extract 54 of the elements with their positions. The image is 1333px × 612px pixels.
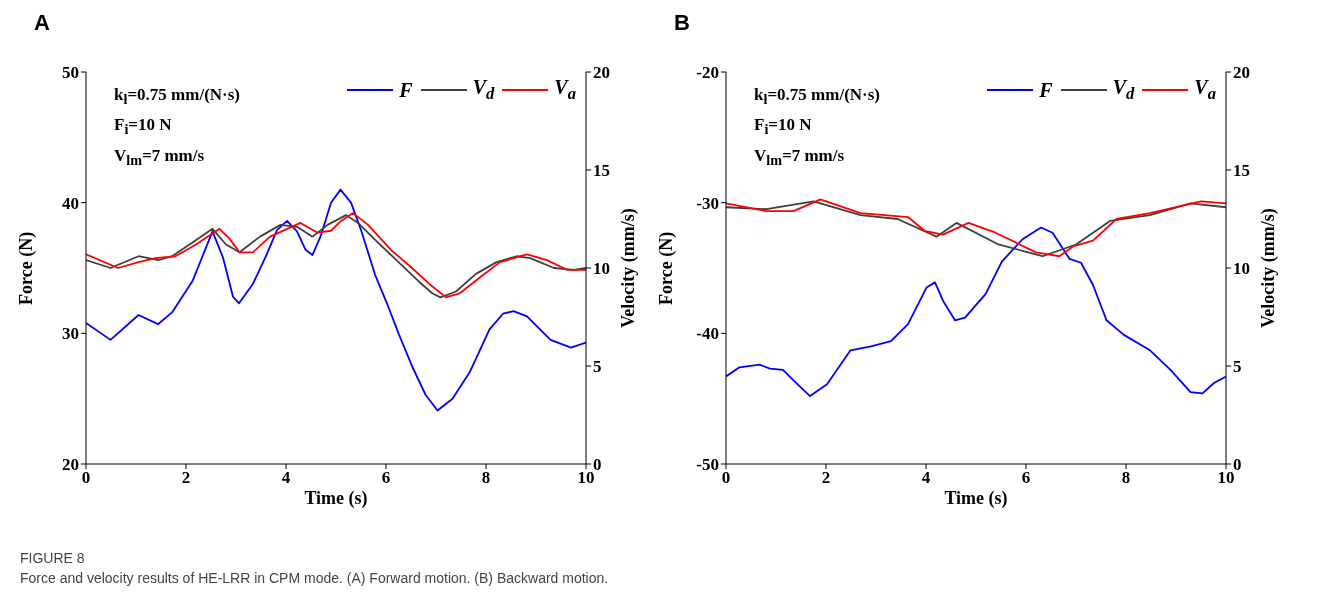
x-tick-label: 4: [921, 468, 931, 488]
x-axis-title: Time (s): [944, 488, 1008, 508]
annotation: V$_{lm}$=7 mm/s: [754, 145, 845, 169]
legend-label: F: [1039, 78, 1053, 101]
y2-axis-title: Velocity (mm/s): [1258, 208, 1279, 328]
y-tick-label: 50: [62, 63, 79, 83]
annotation: V$_{lm}$=7 mm/s: [114, 145, 205, 169]
caption: FIGURE 8: [20, 550, 85, 566]
x-tick-label: 8: [1121, 468, 1131, 488]
y2-tick-label: 15: [1233, 161, 1250, 181]
y2-tick-label: 0: [593, 455, 602, 475]
y-tick-label: -50: [696, 455, 719, 475]
x-axis-title: Time (s): [304, 488, 368, 508]
x-tick-label: 2: [181, 468, 191, 488]
annotation: k$_{l}$=0.75 mm/(N·s): [114, 85, 241, 108]
legend-label: V$_{d}$: [1112, 76, 1135, 103]
x-tick-label: 0: [721, 468, 731, 488]
legend-label: F: [399, 78, 413, 101]
annotation: k$_{l}$=0.75 mm/(N·s): [754, 85, 881, 108]
line-series: [726, 226, 1226, 397]
chart-title: B: [674, 10, 690, 35]
y-tick-label: 40: [62, 193, 79, 213]
y-tick-label: -30: [696, 193, 719, 213]
legend-label: V$_{a}$: [554, 76, 576, 103]
y-axis-title: Force (N): [656, 231, 677, 305]
x-tick-label: 0: [81, 468, 91, 488]
y2-tick-label: 20: [1233, 63, 1250, 83]
y2-tick-label: 20: [593, 63, 610, 83]
y2-tick-label: 15: [593, 161, 610, 181]
line-series: [86, 188, 586, 412]
y2-axis-title: Velocity (mm/s): [618, 208, 639, 328]
annotation: F$_{i}$=10 N: [754, 115, 812, 138]
y-tick-label: 30: [62, 324, 79, 344]
y2-tick-label: 5: [1233, 357, 1242, 377]
x-tick-label: 8: [481, 468, 491, 488]
annotation: F$_{i}$=10 N: [114, 115, 172, 138]
y2-tick-label: 10: [593, 259, 610, 279]
legend-label: V$_{a}$: [1194, 76, 1216, 103]
x-tick-label: 4: [281, 468, 291, 488]
x-tick-label: 6: [381, 468, 391, 488]
y-tick-label: -40: [696, 324, 719, 344]
x-tick-label: 6: [1021, 468, 1031, 488]
y-tick-label: -20: [696, 63, 719, 83]
y-tick-label: 20: [62, 455, 79, 475]
x-tick-label: 2: [821, 468, 831, 488]
y-axis-title: Force (N): [16, 231, 37, 305]
x-tick-label: 10: [577, 468, 595, 488]
y2-tick-label: 0: [1233, 455, 1242, 475]
y2-tick-label: 10: [1233, 259, 1250, 279]
legend-label: V$_{d}$: [472, 76, 495, 103]
y2-tick-label: 5: [593, 357, 602, 377]
chart-title: A: [34, 10, 50, 35]
text: Force and velocity results of HE-LRR in CPM mode. (A) Forward motion. (B) Backward motion.: [20, 570, 609, 586]
x-tick-label: 10: [1217, 468, 1235, 488]
